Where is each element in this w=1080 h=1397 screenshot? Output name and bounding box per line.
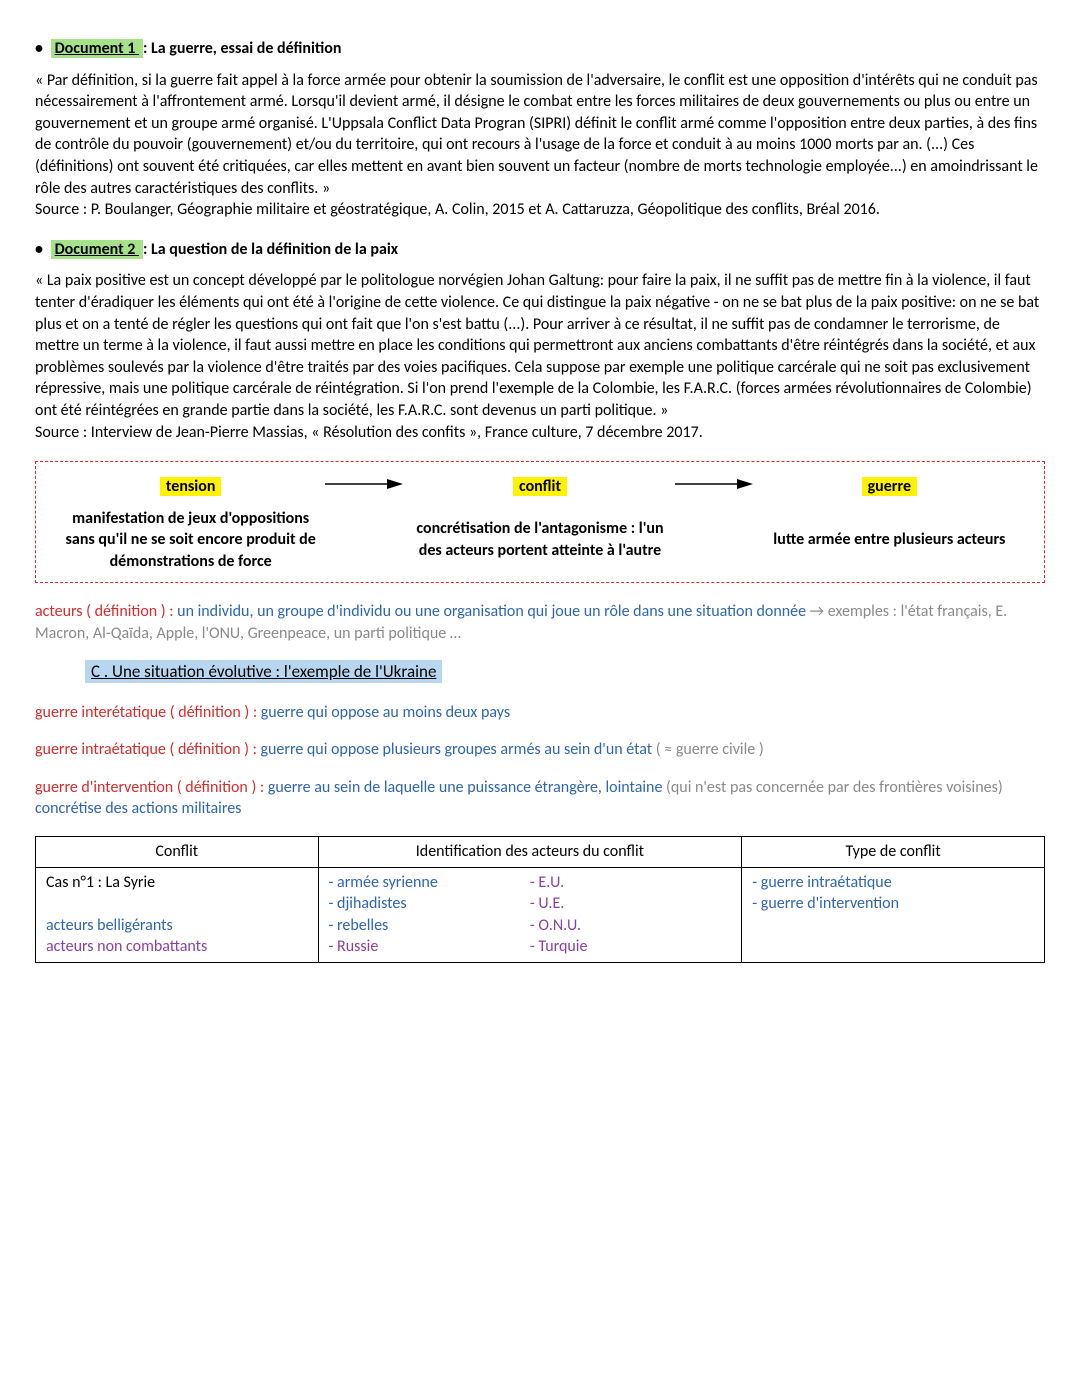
conflict-table: Conflit Identification des acteurs du co… (35, 836, 1045, 963)
actor-item: - djihadistes (329, 893, 530, 915)
def-text: concrétise des actions militaires (35, 799, 241, 818)
def-text: guerre au sein de laquelle une puissance… (268, 778, 666, 797)
doc2-source: Source : Interview de Jean-Pierre Massia… (35, 423, 703, 442)
def-acteurs: acteurs ( définition ) : un individu, un… (35, 601, 1045, 644)
table-row: Cas n°1 : La Syrie acteurs belligérants … (36, 867, 1045, 962)
def-intervention: guerre d'intervention ( définition ) : g… (35, 777, 1045, 820)
def-term: guerre interétatique ( définition ) : (35, 703, 261, 722)
actor-item: - rebelles (329, 915, 530, 937)
actor-item: - armée syrienne (329, 872, 530, 894)
section-c-label: C . Une situation évolutive : l'exemple … (85, 660, 442, 683)
actors-right-col: - E.U. - U.E. - O.N.U. - Turquie (530, 872, 731, 958)
bullet-icon: • (35, 239, 43, 261)
case-title: Cas n°1 : La Syrie (46, 872, 308, 894)
actors-noncombattants-label: acteurs non combattants (46, 936, 308, 958)
table-cell-actors: - armée syrienne - djihadistes - rebelle… (318, 867, 742, 962)
doc2-label: Document 2 (51, 240, 143, 259)
doc1-label: Document 1 (51, 39, 143, 58)
diagram-node-label: tension (160, 477, 222, 496)
diagram-desc-conflit: concrétisation de l'antagonisme : l'un d… (405, 518, 674, 561)
bullet-icon: • (35, 38, 43, 60)
table-header-row: Conflit Identification des acteurs du co… (36, 836, 1045, 867)
diagram-desc-tension: manifestation de jeux d'oppositions sans… (56, 508, 325, 573)
def-term: acteurs ( définition ) : (35, 602, 177, 621)
actors-belligerants-label: acteurs belligérants (46, 915, 308, 937)
def-note: ( ≈ guerre civile ) (652, 740, 764, 759)
actors-left-col: - armée syrienne - djihadistes - rebelle… (329, 872, 530, 958)
def-text: un individu, un groupe d'individu ou une… (177, 602, 806, 621)
table-cell-conflit: Cas n°1 : La Syrie acteurs belligérants … (36, 867, 319, 962)
def-term: guerre intraétatique ( définition ) : (35, 740, 260, 759)
actor-item: - U.E. (530, 893, 731, 915)
diagram-node-guerre: guerre (755, 476, 1024, 498)
type-item: - guerre intraétatique (752, 872, 1034, 894)
def-interetatique: guerre interétatique ( définition ) : gu… (35, 702, 1045, 724)
arrow-icon (675, 476, 755, 498)
diagram-desc-guerre: lutte armée entre plusieurs acteurs (755, 529, 1024, 551)
def-note: (qui n'est pas concernée par des frontiè… (666, 778, 1003, 797)
type-item: - guerre d'intervention (752, 893, 1034, 915)
table-header: Conflit (36, 836, 319, 867)
actor-item: - Russie (329, 936, 530, 958)
doc1-body-text: « Par définition, si la guerre fait appe… (35, 71, 1038, 198)
def-text: guerre qui oppose au moins deux pays (261, 703, 510, 722)
doc2-heading: • Document 2 : La question de la définit… (35, 239, 1045, 261)
diagram-node-conflit: conflit (405, 476, 674, 498)
section-c-title: C . Une situation évolutive : l'exemple … (85, 661, 1045, 684)
actor-item: - O.N.U. (530, 915, 731, 937)
def-text: guerre qui oppose plusieurs groupes armé… (260, 740, 652, 759)
table-header: Type de conflit (742, 836, 1045, 867)
table-header: Identification des acteurs du conflit (318, 836, 742, 867)
table-cell-type: - guerre intraétatique - guerre d'interv… (742, 867, 1045, 962)
actor-item: - E.U. (530, 872, 731, 894)
actor-item: - Turquie (530, 936, 731, 958)
diagram-node-label: conflit (513, 477, 567, 496)
diagram-node-tension: tension (56, 476, 325, 498)
doc2-body: « La paix positive est un concept dévelo… (35, 270, 1045, 443)
def-term: guerre d'intervention ( définition ) : (35, 778, 268, 797)
progression-diagram: tension conflit guerre manifestation de … (35, 461, 1045, 583)
diagram-node-label: guerre (862, 477, 917, 496)
doc1-heading: • Document 1 : La guerre, essai de défin… (35, 38, 1045, 60)
doc2-body-text: « La paix positive est un concept dévelo… (35, 271, 1039, 420)
doc1-title-rest: : La guerre, essai de définition (143, 39, 342, 58)
def-intraetatique: guerre intraétatique ( définition ) : gu… (35, 739, 1045, 761)
doc1-source: Source : P. Boulanger, Géographie milita… (35, 200, 880, 219)
arrow-icon (325, 476, 405, 498)
diagram-desc-row: manifestation de jeux d'oppositions sans… (56, 508, 1024, 573)
doc1-body: « Par définition, si la guerre fait appe… (35, 70, 1045, 221)
doc2-title-rest: : La question de la définition de la pai… (143, 240, 398, 259)
diagram-labels-row: tension conflit guerre (56, 476, 1024, 498)
